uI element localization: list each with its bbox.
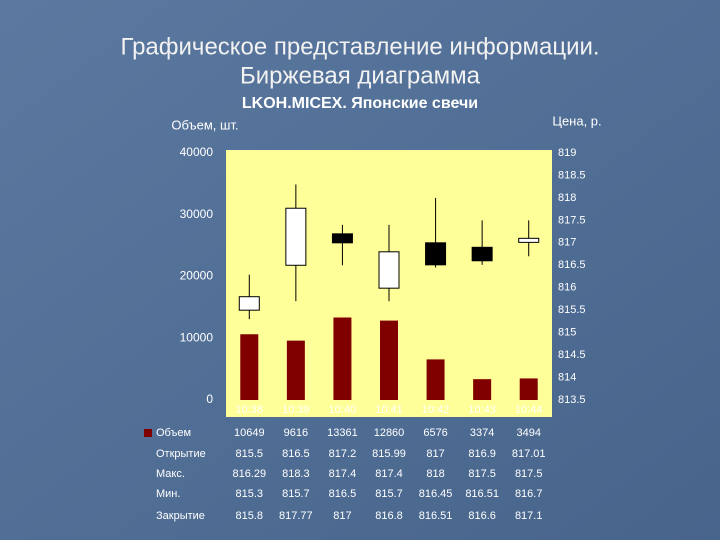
volume-bar	[473, 379, 492, 400]
table-cell: 10649	[234, 427, 265, 439]
y2-tick-label: 818	[558, 192, 576, 204]
table-cell: 817.5	[468, 468, 496, 480]
y2-tick-label: 816.5	[558, 259, 586, 271]
table-row-label: Закрытие	[156, 510, 205, 522]
table-cell: 816.8	[375, 510, 403, 522]
slide-title: Биржевая диаграмма	[240, 62, 481, 89]
table-cell: 3374	[470, 427, 494, 439]
table-cell: 817	[426, 448, 444, 460]
table-cell: 9616	[284, 427, 308, 439]
table-cell: 817.01	[512, 448, 546, 460]
table-row-label: Открытие	[156, 448, 206, 460]
candle-body	[518, 237, 540, 243]
x-tick-label: 10:39	[282, 404, 310, 416]
table-cell: 818	[426, 468, 444, 480]
volume-bar	[426, 359, 445, 400]
candle-body	[471, 246, 493, 262]
table-cell: 815.7	[282, 488, 310, 500]
x-tick-label: 10:41	[375, 404, 403, 416]
y-tick-label: 0	[206, 392, 213, 406]
table-cell: 817.5	[515, 468, 543, 480]
candle-body	[425, 242, 447, 266]
y2-tick-label: 816	[558, 282, 576, 294]
table-cell: 816.9	[468, 448, 496, 460]
table-cell: 816.51	[419, 510, 453, 522]
y2-tick-label: 818.5	[558, 169, 586, 181]
x-tick-label: 10:44	[515, 404, 543, 416]
y2-tick-label: 815	[558, 327, 576, 339]
y2-tick-label: 815.5	[558, 304, 586, 316]
table-cell: 816.51	[465, 488, 499, 500]
table-cell: 3494	[516, 427, 540, 439]
volume-bar	[380, 320, 398, 400]
y-tick-label: 20000	[180, 269, 214, 283]
table-cell: 815.7	[375, 488, 403, 500]
table-cell: 815.5	[236, 448, 264, 460]
candle-body	[238, 296, 260, 311]
volume-bar	[286, 340, 305, 400]
x-tick-label: 10:40	[329, 404, 357, 416]
candle-body	[285, 207, 307, 266]
table-cell: 816.29	[232, 468, 266, 480]
table-cell: 815.99	[372, 448, 406, 460]
y2-tick-label: 814.5	[558, 349, 586, 361]
table-cell: 815.3	[236, 488, 264, 500]
table-cell: 816.6	[468, 510, 496, 522]
table-cell: 815.8	[236, 510, 264, 522]
y-tick-label: 10000	[180, 330, 214, 344]
volume-bar	[240, 334, 259, 400]
volume-bar	[519, 378, 538, 400]
y2-tick-label: 819	[558, 147, 576, 159]
table-cell: 13361	[327, 427, 358, 439]
table-cell: 816.5	[329, 488, 357, 500]
y2-axis-label: Цена, р.	[552, 113, 601, 128]
x-tick-label: 10:42	[422, 404, 450, 416]
table-cell: 818.3	[282, 468, 310, 480]
table-row-label: Объем	[156, 427, 191, 439]
table-cell: 817.4	[329, 468, 357, 480]
table-cell: 12860	[374, 427, 405, 439]
y-axis-label: Объем, шт.	[171, 117, 238, 132]
chart-title: LKOH.MICEX. Японские свечи	[242, 95, 478, 112]
table-cell: 817.77	[279, 510, 313, 522]
y2-tick-label: 813.5	[558, 394, 586, 406]
table-cell: 816.45	[419, 488, 453, 500]
candle-body	[378, 251, 400, 289]
x-tick-label: 10:43	[468, 404, 496, 416]
table-cell: 817.2	[329, 448, 357, 460]
table-cell: 816.5	[282, 448, 310, 460]
slide-title: Графическое представление информации.	[120, 33, 599, 60]
table-row-label: Макс.	[156, 468, 185, 480]
y2-tick-label: 814	[558, 371, 576, 383]
table-cell: 817.4	[375, 468, 403, 480]
y-tick-label: 40000	[180, 145, 214, 159]
table-cell: 817.1	[515, 510, 543, 522]
table-cell: 817	[333, 510, 351, 522]
table-cell: 816.7	[515, 488, 543, 500]
candle-body	[331, 233, 353, 244]
volume-bar	[333, 317, 352, 400]
y2-tick-label: 817.5	[558, 214, 586, 226]
x-tick-label: 10:38	[236, 404, 264, 416]
table-cell: 6576	[423, 427, 447, 439]
y-tick-label: 30000	[180, 207, 214, 221]
legend-swatch	[144, 429, 152, 437]
y2-tick-label: 817	[558, 237, 576, 249]
table-row-label: Мин.	[156, 488, 180, 500]
